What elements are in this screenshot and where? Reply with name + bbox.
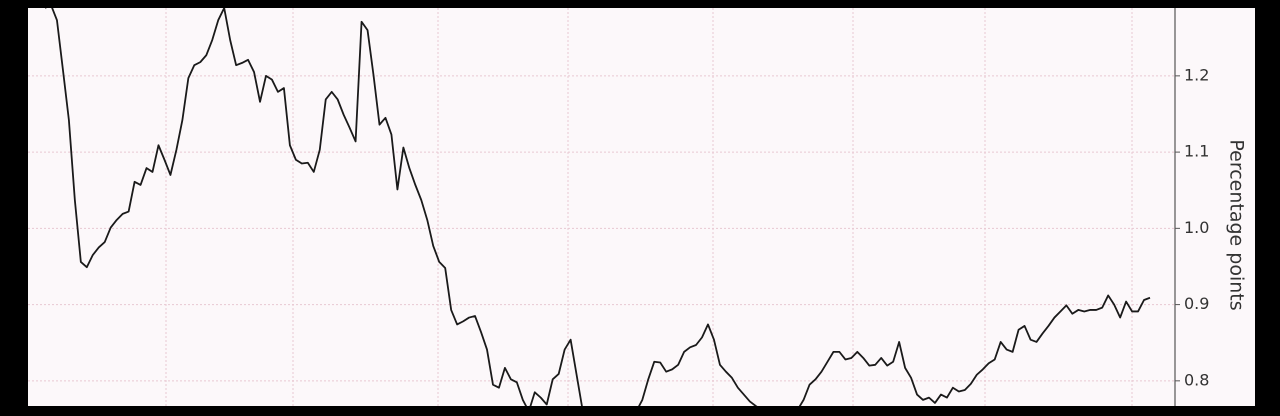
y-tick-label: 0.8 — [1184, 370, 1209, 389]
plot-background — [28, 8, 1255, 406]
y-axis-label: Percentage points — [1226, 139, 1248, 310]
series — [45, 8, 1151, 406]
y-tick-label: 1.0 — [1184, 218, 1209, 237]
line — [45, 8, 1151, 406]
y-tick-label: 1.1 — [1184, 142, 1209, 161]
y-tick-label: 1.2 — [1184, 65, 1209, 84]
y-tick-label: 0.9 — [1184, 294, 1209, 313]
